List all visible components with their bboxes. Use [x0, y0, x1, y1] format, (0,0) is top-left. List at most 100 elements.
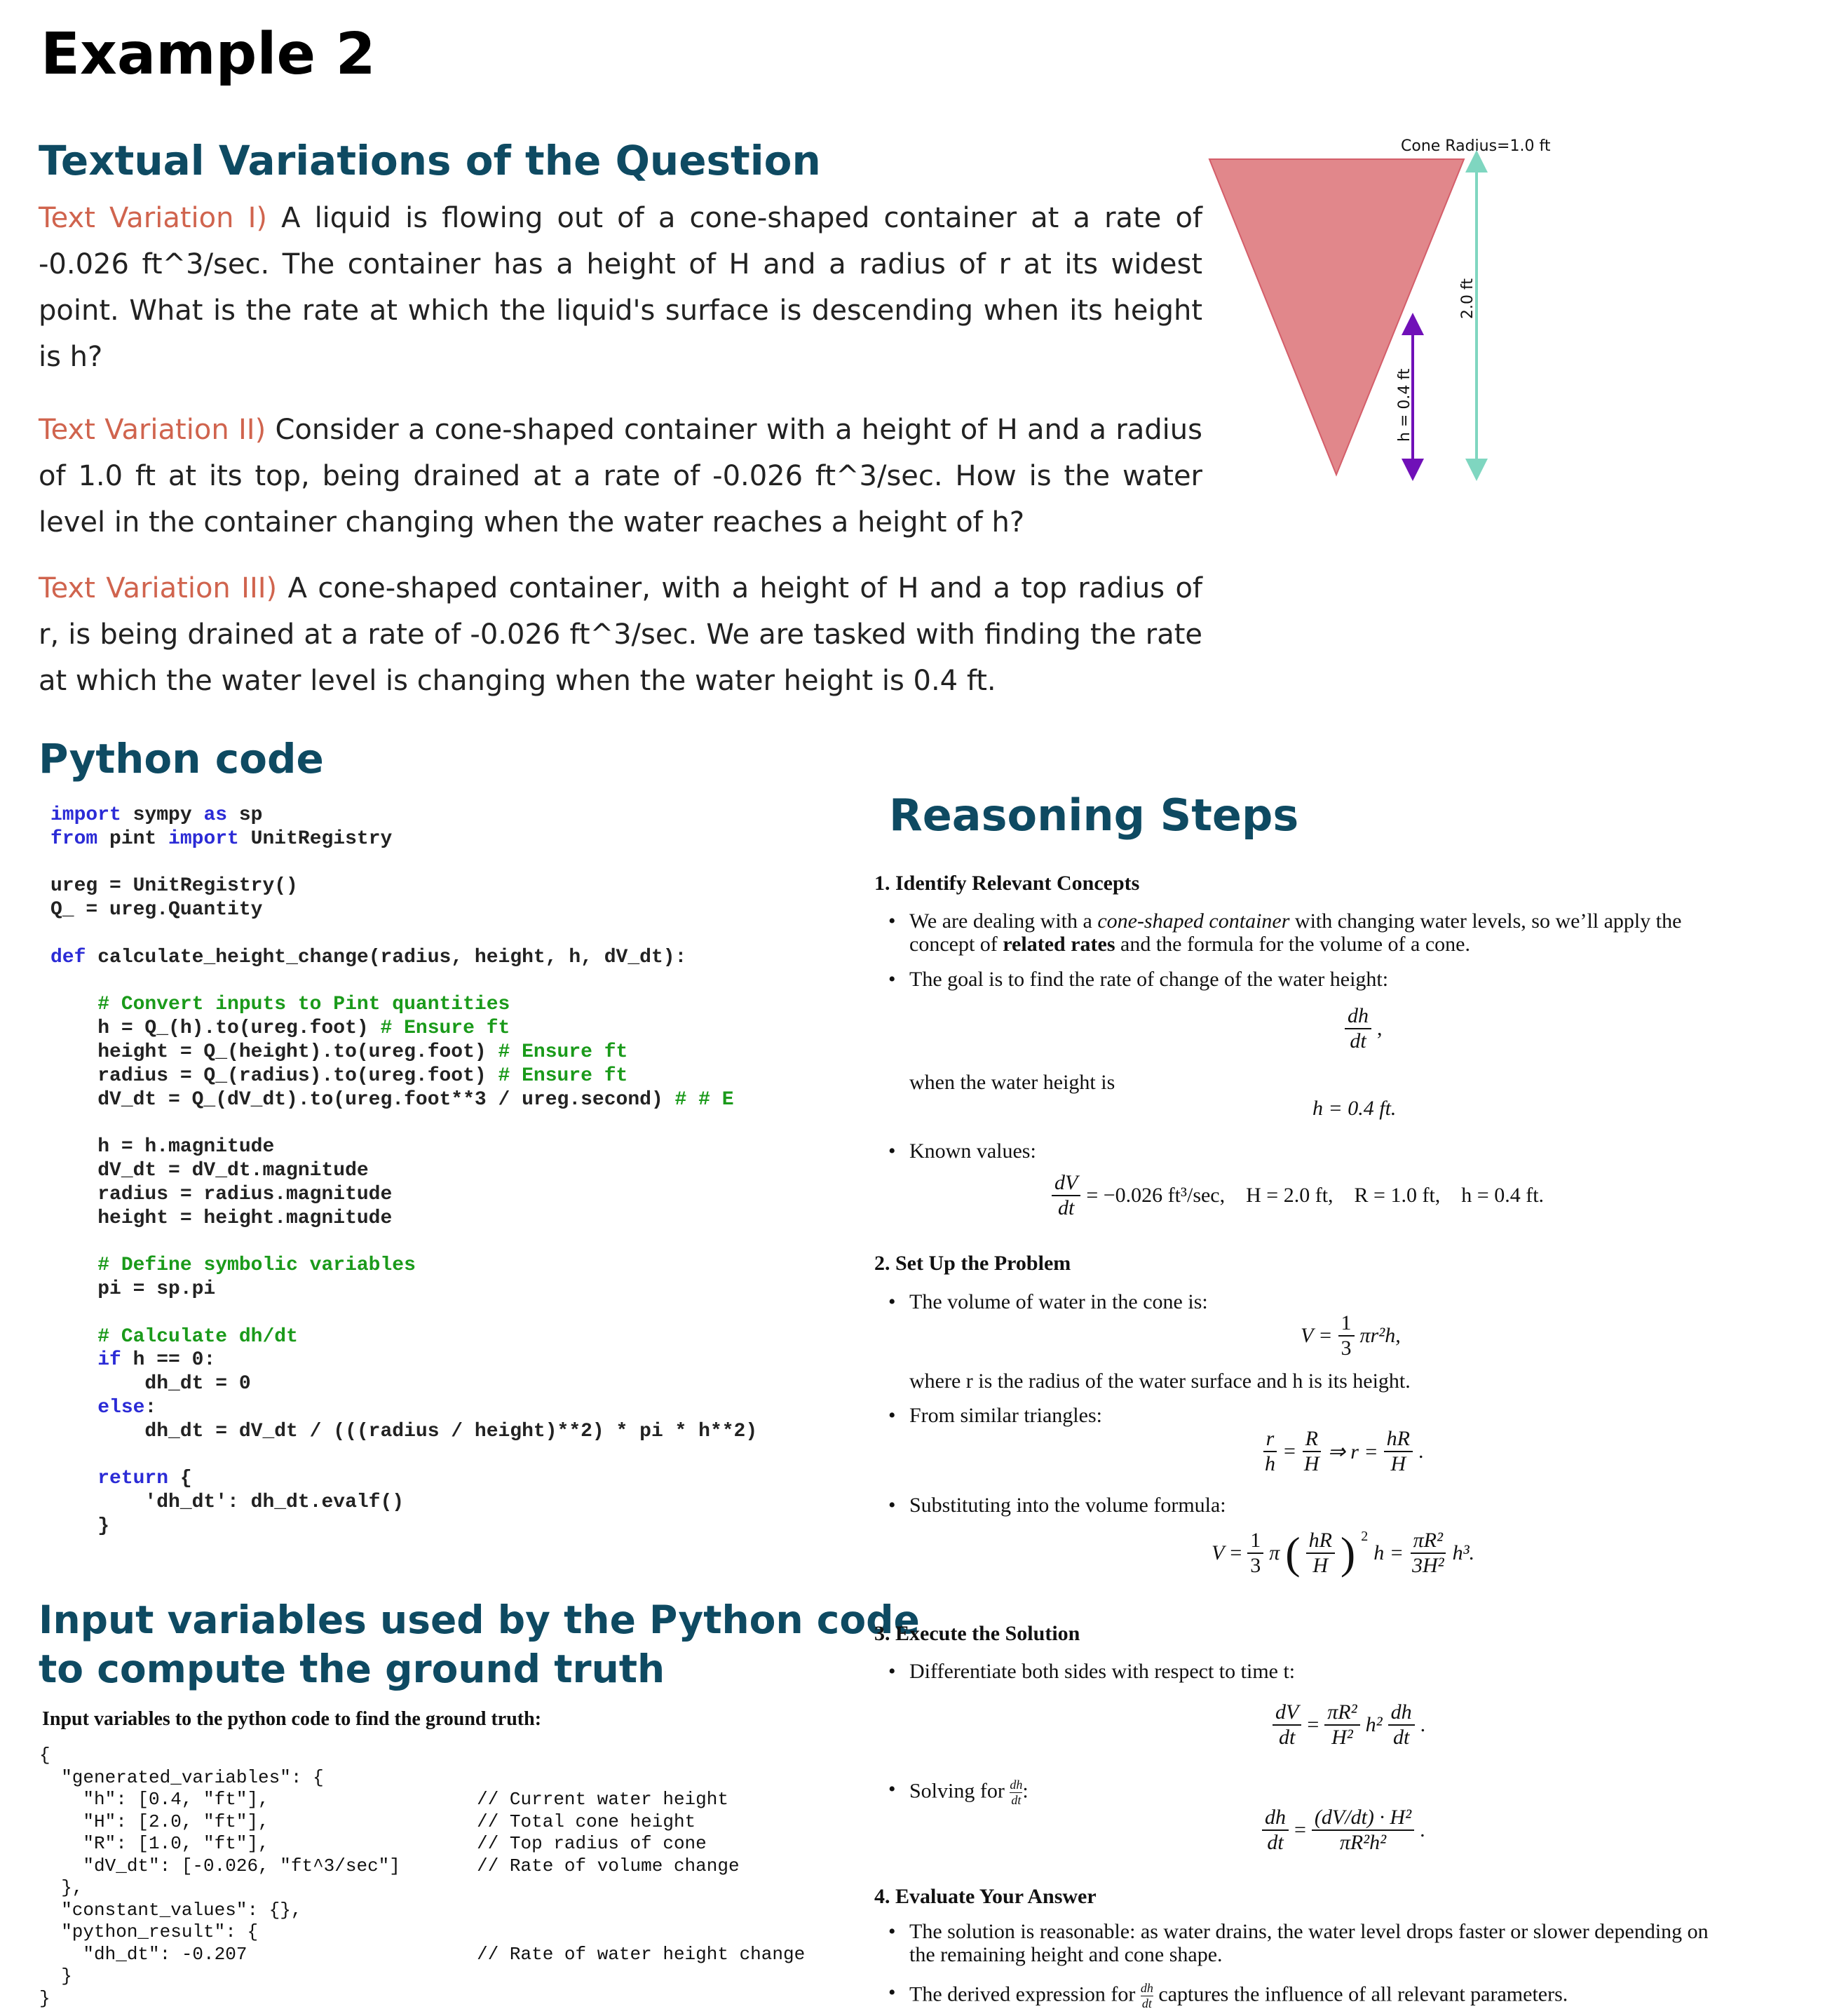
variation-label: Text Variation II) — [39, 414, 266, 446]
numerator: 1 — [1247, 1529, 1264, 1554]
text: = −0.026 ft³/sec, H = 2.0 ft, R = 1.0 ft… — [1086, 1184, 1545, 1207]
denominator: dt — [1057, 1196, 1075, 1219]
code-line: # Convert inputs to Pint quantities — [97, 994, 510, 1016]
code-line: radius = radius.magnitude — [50, 1183, 393, 1205]
variation-text: Consider a cone-shaped container with a … — [39, 414, 1202, 539]
code-line: return { — [97, 1468, 192, 1490]
denominator: dt — [1141, 1996, 1152, 2010]
denominator: πR²h² — [1339, 1831, 1387, 1854]
numerator: dh — [1140, 1981, 1153, 1996]
code-line: import sympy as sp — [50, 804, 263, 826]
step-1-title: 1. Identify Relevant Concepts — [874, 872, 1140, 895]
text: π — [1269, 1541, 1280, 1564]
bullet: We are dealing with a cone-shaped contai… — [888, 909, 1682, 933]
code-line: dh_dt = dV_dt / (((radius / height)**2) … — [50, 1420, 758, 1442]
text: Solving for — [909, 1779, 1010, 1803]
denominator: dt — [1278, 1726, 1296, 1749]
cone-diagram: Cone Radius=1.0 ft 2.0 ft h = 0.4 ft — [1208, 137, 1551, 481]
code-line: Q_ = ureg.Quantity — [50, 899, 263, 921]
code-line: dh_dt = 0 — [50, 1373, 251, 1395]
bullet: Known values: — [888, 1139, 1036, 1163]
text: = — [1307, 1713, 1319, 1736]
code-line: # Calculate dh/dt — [97, 1325, 298, 1348]
text-variation-2: Text Variation II) Consider a cone-shape… — [39, 407, 1202, 546]
numerator: R — [1302, 1427, 1321, 1452]
textual-variations-heading: Textual Variations of the Question — [39, 137, 821, 184]
bullet: Substituting into the volume formula: — [888, 1494, 1226, 1517]
text: with changing water levels, so we’ll app… — [1289, 909, 1682, 933]
formula-derivative: dV dt = πR² H² h² dh dt. — [1273, 1700, 1425, 1750]
numerator: dh — [1010, 1778, 1023, 1793]
numerator: πR² — [1410, 1529, 1446, 1554]
variation-text: A cone-shaped container, with a height o… — [39, 572, 1202, 697]
denominator: dt — [1392, 1726, 1410, 1749]
code-line: radius = Q_(radius).to(ureg.foot) # Ensu… — [50, 1064, 628, 1087]
denominator: dt — [1350, 1029, 1366, 1053]
code-line: ureg = UnitRegistry() — [50, 875, 298, 898]
code-line: pi = sp.pi — [50, 1278, 216, 1300]
cone-radius-label: Cone Radius=1.0 ft — [1401, 137, 1551, 155]
text: V = — [1301, 1324, 1333, 1347]
step-4-title: 4. Evaluate Your Answer — [874, 1885, 1097, 1908]
denominator: H — [1390, 1452, 1406, 1475]
variation-text: A liquid is flowing out of a cone-shaped… — [39, 202, 1202, 373]
code-line: } — [50, 1515, 110, 1537]
text: We are dealing with a — [909, 909, 1098, 933]
code-line: h = Q_(h).to(ureg.foot) # Ensure ft — [50, 1017, 510, 1040]
formula-known-values: dV dt = −0.026 ft³/sec, H = 2.0 ft, R = 1.… — [1052, 1171, 1544, 1220]
numerator: hR — [1305, 1529, 1335, 1554]
code-line: if h == 0: — [97, 1349, 216, 1372]
denominator: 3 — [1341, 1337, 1352, 1360]
code-line: 'dh_dt': dh_dt.evalf() — [50, 1491, 405, 1514]
text: where r is the radius of the water surfa… — [909, 1369, 1411, 1393]
cone-shape — [1208, 158, 1465, 477]
text: concept of — [909, 933, 1003, 956]
input-variables-heading: Input variables used by the Python code t… — [39, 1595, 920, 1693]
reasoning-steps-heading: Reasoning Steps — [889, 790, 1299, 841]
text-variation-1: Text Variation I) A liquid is flowing ou… — [39, 195, 1202, 380]
water-height-label: h = 0.4 ft — [1396, 368, 1413, 442]
bullet: The volume of water in the cone is: — [888, 1290, 1208, 1314]
numerator: hR — [1383, 1427, 1413, 1452]
page-title: Example 2 — [41, 21, 376, 88]
text: h³. — [1452, 1541, 1475, 1564]
text: . — [1420, 1818, 1425, 1841]
code-line: height = height.magnitude — [50, 1207, 393, 1229]
numerator: dV — [1052, 1171, 1081, 1196]
code-line: from pint import UnitRegistry — [50, 827, 393, 850]
text-variation-3: Text Variation III) A cone-shaped contai… — [39, 565, 1202, 704]
denominator: dt — [1267, 1831, 1284, 1854]
text: . — [1420, 1713, 1426, 1736]
code-line: else: — [97, 1396, 157, 1419]
text: = — [1294, 1818, 1306, 1841]
bullet: The solution is reasonable: as water dra… — [888, 1920, 1709, 1944]
numerator: dh — [1345, 1004, 1371, 1029]
denominator: 3 — [1250, 1554, 1261, 1577]
bullet-continuation: the remaining height and cone shape. — [909, 1943, 1223, 1966]
formula-dh-dt: dh dt, — [1345, 1004, 1383, 1053]
formula-volume: V = 1 3 πr²h, — [1301, 1311, 1401, 1360]
text: : — [1022, 1779, 1029, 1803]
denominator: h — [1265, 1452, 1275, 1475]
denominator: 3H² — [1411, 1554, 1444, 1577]
heading-line: to compute the ground truth — [39, 1646, 665, 1691]
formula-h: h = 0.4 ft. — [1312, 1097, 1397, 1120]
text: ⇒ r = — [1327, 1440, 1378, 1463]
denominator: H² — [1331, 1726, 1353, 1749]
variation-label: Text Variation III) — [39, 572, 278, 604]
formula-substitution: V = 1 3 π(hR H) 2 h = πR² 3H² h³. — [1212, 1528, 1475, 1578]
step-2-title: 2. Set Up the Problem — [874, 1252, 1071, 1275]
text: when the water height is — [909, 1071, 1115, 1094]
formula-similar-triangles: r h = R H ⇒ r = hR H. — [1262, 1427, 1423, 1476]
text: The derived expression for — [909, 1982, 1141, 2006]
bullet: From similar triangles: — [888, 1404, 1102, 1428]
exponent: 2 — [1361, 1529, 1369, 1544]
python-code-block: import sympy as sp from pint import Unit… — [50, 804, 757, 1538]
code-line: dV_dt = dV_dt.magnitude — [50, 1159, 369, 1182]
formula-solution: dh dt = (dV/dt) · H² πR²h². — [1262, 1806, 1425, 1855]
text: captures the influence of all relevant p… — [1153, 1982, 1568, 2006]
denominator: dt — [1011, 1793, 1022, 1807]
cone-height-label: 2.0 ft — [1459, 278, 1477, 319]
code-line: def calculate_height_change(radius, heig… — [50, 946, 687, 968]
